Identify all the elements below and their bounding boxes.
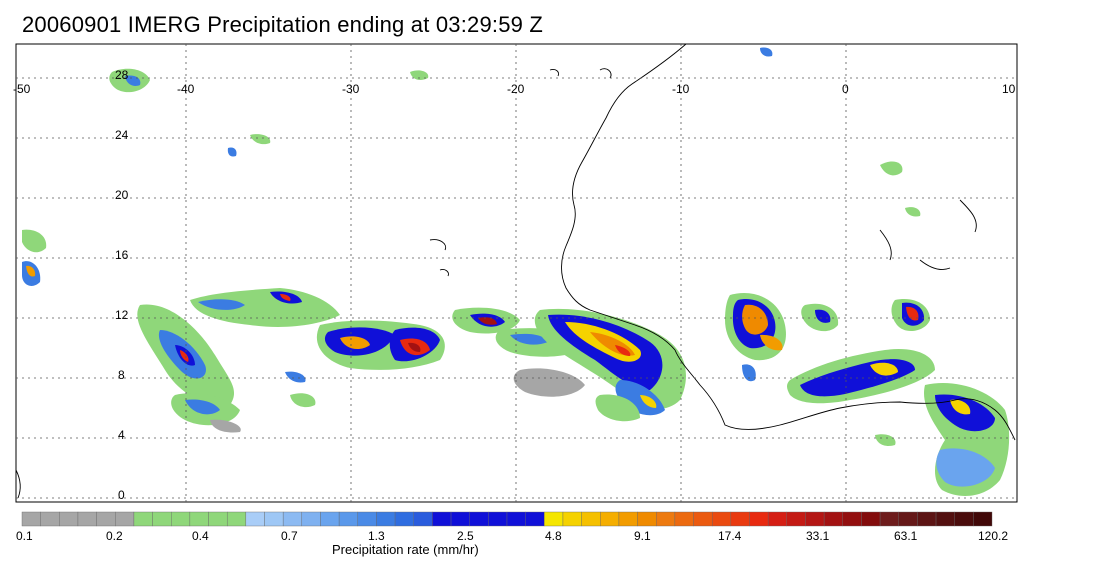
- map-title: 20060901 IMERG Precipitation ending at 0…: [22, 12, 544, 37]
- colorbar-swatch: [394, 511, 414, 527]
- colorbar-swatch: [40, 511, 60, 527]
- colorbar-tick-label: 17.4: [718, 529, 742, 543]
- colorbar-swatch: [282, 511, 302, 527]
- colorbar-swatch: [376, 511, 396, 527]
- colorbar-swatch: [861, 511, 881, 527]
- colorbar-tick-label: 0.7: [281, 529, 298, 543]
- colorbar-swatch: [898, 511, 918, 527]
- colorbar-tick-label: 2.5: [457, 529, 474, 543]
- lat-label: 20: [115, 188, 129, 202]
- colorbar-tick-label: 33.1: [806, 529, 830, 543]
- lat-label: 8: [118, 368, 125, 382]
- colorbar-swatch: [245, 511, 265, 527]
- lat-label: 16: [115, 248, 129, 262]
- colorbar-title: Precipitation rate (mm/hr): [332, 542, 479, 557]
- lat-label: 0: [118, 488, 125, 502]
- colorbar-swatch: [488, 511, 508, 527]
- lat-label: 12: [115, 308, 129, 322]
- colorbar-swatch: [637, 511, 657, 527]
- colorbar-tick-label: 0.2: [106, 529, 123, 543]
- colorbar-tick-label: 9.1: [634, 529, 651, 543]
- colorbar-swatch: [693, 511, 713, 527]
- colorbar-swatch: [171, 511, 191, 527]
- colorbar-tick-label: 1.3: [368, 529, 385, 543]
- colorbar-swatch: [432, 511, 452, 527]
- colorbar-swatch: [711, 511, 732, 527]
- colorbar-swatch: [320, 511, 340, 527]
- colorbar-tick-label: 4.8: [545, 529, 562, 543]
- colorbar-swatch: [674, 511, 694, 527]
- precipitation-field: [22, 47, 1010, 496]
- lon-label: 0: [842, 82, 849, 96]
- colorbar-swatch: [954, 511, 974, 527]
- lon-label: -50: [13, 82, 31, 96]
- lon-label: -20: [507, 82, 525, 96]
- colorbar-swatch: [115, 511, 135, 527]
- colorbar-swatch: [226, 511, 247, 527]
- colorbar-swatch: [767, 511, 788, 527]
- colorbar-swatch: [730, 511, 750, 527]
- colorbar-swatch: [656, 511, 676, 527]
- colorbar-tick-label: 0.4: [192, 529, 209, 543]
- colorbar-swatch: [805, 511, 825, 527]
- colorbar-swatch: [600, 511, 620, 527]
- colorbar-swatch: [450, 511, 470, 527]
- colorbar-swatch: [749, 511, 769, 527]
- colorbar-swatch: [506, 511, 526, 527]
- colorbar-swatch: [879, 511, 899, 527]
- colorbar-swatch: [338, 511, 358, 527]
- lat-label: 28: [115, 68, 129, 82]
- lon-label: 10: [1002, 82, 1016, 96]
- colorbar-swatch: [469, 511, 489, 527]
- colorbar-swatch: [581, 511, 601, 527]
- colorbar-swatch: [59, 511, 79, 527]
- lon-label: -30: [342, 82, 360, 96]
- colorbar-swatch: [152, 511, 172, 527]
- coastline: [15, 43, 1016, 499]
- colorbar-swatch: [823, 511, 843, 527]
- lat-label: 24: [115, 128, 129, 142]
- colorbar-swatch: [189, 511, 209, 527]
- colorbar-swatch: [96, 511, 116, 527]
- colorbar-tick-label: 63.1: [894, 529, 918, 543]
- colorbar-swatch: [935, 511, 955, 527]
- colorbar-swatch: [973, 511, 993, 527]
- graticule: [16, 44, 1017, 502]
- colorbar-swatch: [208, 511, 228, 527]
- colorbar-swatch: [301, 511, 321, 527]
- colorbar-swatch: [357, 511, 377, 527]
- colorbar-swatch: [264, 511, 284, 527]
- lon-label: -40: [177, 82, 195, 96]
- colorbar-swatch: [618, 511, 638, 527]
- colorbar-swatch: [562, 511, 582, 527]
- colorbar-swatch: [77, 511, 97, 527]
- colorbar-swatch: [525, 511, 545, 527]
- colorbar: [21, 511, 993, 527]
- colorbar-swatch: [917, 511, 937, 527]
- colorbar-swatch: [133, 511, 153, 527]
- colorbar-swatch: [842, 511, 862, 527]
- colorbar-swatch: [413, 511, 433, 527]
- lon-label: -10: [672, 82, 690, 96]
- colorbar-swatch: [544, 511, 564, 527]
- map-frame: [15, 43, 1018, 503]
- colorbar-swatch: [21, 511, 41, 527]
- colorbar-swatch: [786, 511, 806, 527]
- colorbar-tick-label: 0.1: [16, 529, 33, 543]
- lat-label: 4: [118, 428, 125, 442]
- colorbar-tick-label: 120.2: [978, 529, 1009, 543]
